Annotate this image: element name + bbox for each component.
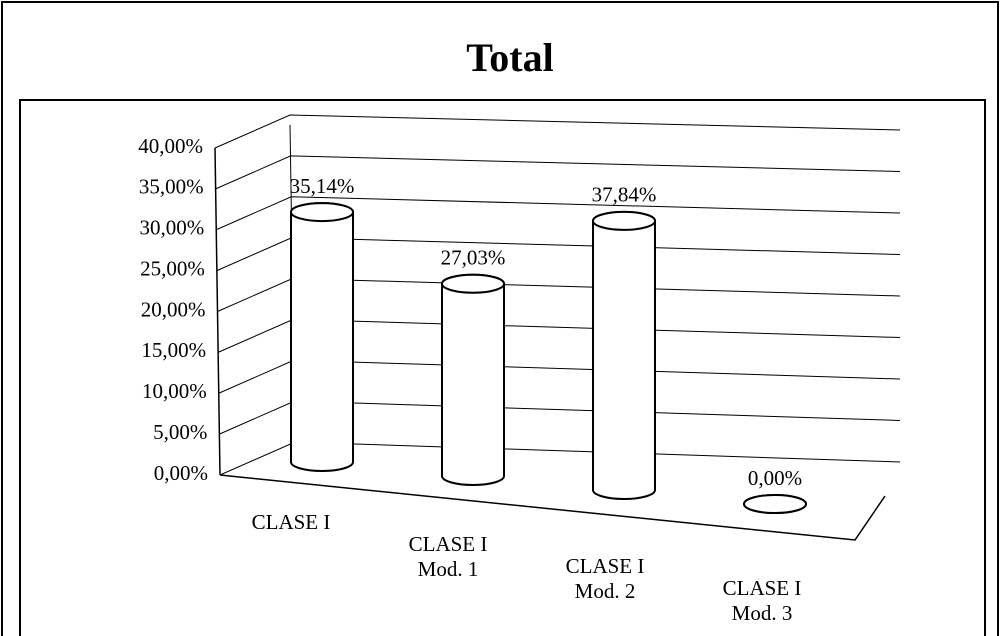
x-tick-label: CLASE I bbox=[251, 510, 331, 534]
y-tick-label: 5,00% bbox=[153, 420, 207, 444]
y-tick-label: 10,00% bbox=[142, 379, 207, 403]
y-tick-label: 35,00% bbox=[139, 175, 204, 199]
y-tick-label: 25,00% bbox=[140, 256, 205, 280]
value-label: 0,00% bbox=[748, 466, 802, 490]
value-label: 35,14% bbox=[290, 174, 355, 198]
chart-title: Total bbox=[466, 35, 553, 80]
y-tick-label: 40,00% bbox=[138, 134, 203, 158]
cylinder-top bbox=[290, 202, 354, 223]
y-tick-label: 0,00% bbox=[154, 461, 208, 485]
grid-line bbox=[216, 196, 901, 231]
value-label: 27,03% bbox=[441, 246, 506, 270]
plot-frame bbox=[19, 99, 986, 636]
cylinder bbox=[290, 202, 354, 472]
y-tick-label: 30,00% bbox=[140, 216, 205, 240]
cylinder-top bbox=[743, 494, 807, 514]
x-tick-label: CLASE I Mod. 2 bbox=[565, 554, 645, 603]
grid-line bbox=[214, 114, 901, 149]
cylinder-top bbox=[441, 273, 505, 294]
y-tick-label: 20,00% bbox=[141, 297, 206, 321]
floor-edge bbox=[219, 474, 886, 541]
x-tick-label: CLASE I Mod. 3 bbox=[722, 576, 802, 625]
grid-line bbox=[215, 155, 901, 190]
x-tick-label: CLASE I Mod. 1 bbox=[408, 532, 488, 581]
cylinder bbox=[592, 210, 656, 500]
y-tick-label: 15,00% bbox=[141, 338, 206, 362]
value-label: 37,84% bbox=[592, 183, 657, 207]
cylinder-top bbox=[592, 210, 656, 231]
cylinder bbox=[441, 273, 505, 486]
